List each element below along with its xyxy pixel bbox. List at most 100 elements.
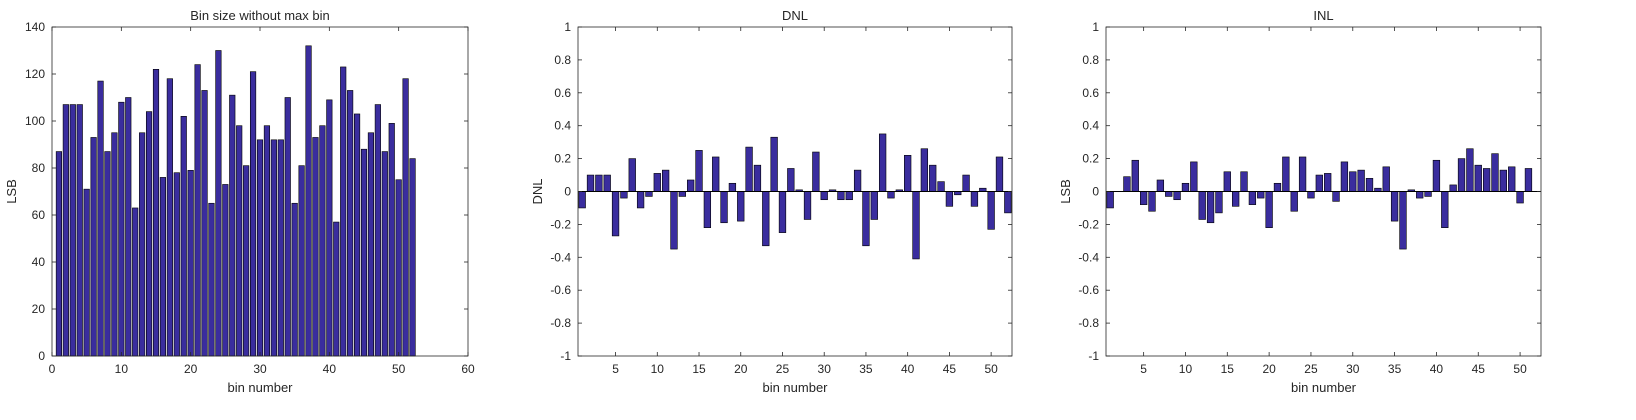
bar [929,164,937,192]
bar [712,156,720,192]
y-axis-label: LSB [1058,179,1073,204]
x-tick-label: 40 [1430,362,1444,376]
y-tick-label: 0.4 [1082,119,1099,133]
x-tick-label: 60 [461,362,475,376]
y-tick-label: -0.6 [550,283,571,297]
bar [159,177,167,357]
y-tick-label: 80 [32,161,46,175]
x-tick-label: 40 [901,362,915,376]
bar [312,137,319,357]
bar [1265,191,1273,228]
bar [720,191,728,224]
x-tick-label: 15 [1221,362,1235,376]
bar [284,97,291,357]
y-tick-label: -1 [560,349,571,363]
y-tick-label: 0.6 [1082,86,1099,100]
bar [636,191,645,209]
bar [1181,182,1190,192]
bar [1004,191,1012,214]
y-tick-label: -0.8 [1078,316,1099,330]
bar [578,191,586,209]
bar [333,221,340,357]
bar [1290,191,1298,212]
bar [745,146,753,192]
bar [145,111,153,357]
bar [319,125,326,357]
bar [862,191,870,247]
bar [298,165,305,357]
bar [1156,179,1165,192]
bar [962,174,970,192]
bar [201,90,208,357]
bar [360,148,368,357]
bar [1349,171,1357,192]
x-tick-label: 30 [253,362,267,376]
bar [670,191,678,250]
x-tick-label: 5 [1140,362,1147,376]
bar [1282,156,1290,192]
y-tick-label: 0.6 [554,86,571,100]
y-tick-label: -0.4 [550,250,571,264]
bar [904,155,912,192]
bar [695,150,703,192]
y-tick-label: -0.2 [1078,217,1099,231]
x-axis-label: bin number [227,380,293,395]
bar [173,172,180,357]
y-tick-label: 60 [32,208,46,222]
bar [69,104,76,357]
bar [1315,174,1323,192]
bar [326,99,333,357]
bar [920,148,929,192]
x-tick-label: 5 [612,362,619,376]
x-tick-label: 50 [392,362,406,376]
bar [1273,182,1282,192]
bar [402,78,409,357]
bar [912,191,920,260]
bar [837,191,845,201]
x-tick-label: 35 [1388,362,1402,376]
x-tick-label: 15 [692,362,706,376]
y-tick-label: 0 [564,185,571,199]
y-axis-label: DNL [530,178,545,204]
bar [277,139,284,357]
y-tick-label: 0.8 [1082,53,1099,67]
bar [222,184,229,357]
bar [586,174,595,192]
bar [628,158,636,192]
bar [104,151,111,357]
bar [118,101,125,357]
bar [236,125,243,357]
bar [703,191,712,228]
x-tick-label: 45 [1472,362,1486,376]
bar [1206,191,1215,224]
bar [787,168,795,192]
bar [970,191,979,207]
bar [388,123,395,357]
y-tick-label: 0.2 [1082,152,1099,166]
bar [878,133,887,192]
bar [1173,191,1181,201]
bar [1432,159,1441,192]
bar [753,164,762,192]
y-tick-label: 120 [25,67,45,81]
y-tick-label: 1 [1092,20,1099,34]
x-tick-label: 25 [776,362,790,376]
bar [1324,173,1332,192]
bar [937,181,945,192]
bar [1248,191,1257,205]
bar [853,169,862,192]
x-tick-label: 50 [1513,362,1527,376]
bar [270,139,277,357]
bar [1365,178,1374,192]
x-tick-label: 30 [818,362,832,376]
bar [367,132,375,357]
bar [1416,191,1424,199]
bar [76,104,83,357]
y-tick-label: 0.4 [554,119,571,133]
bar [1474,164,1482,192]
x-tick-label: 40 [323,362,337,376]
bar [229,94,236,357]
x-tick-label: 25 [1304,362,1318,376]
y-tick-label: 0.2 [554,152,571,166]
